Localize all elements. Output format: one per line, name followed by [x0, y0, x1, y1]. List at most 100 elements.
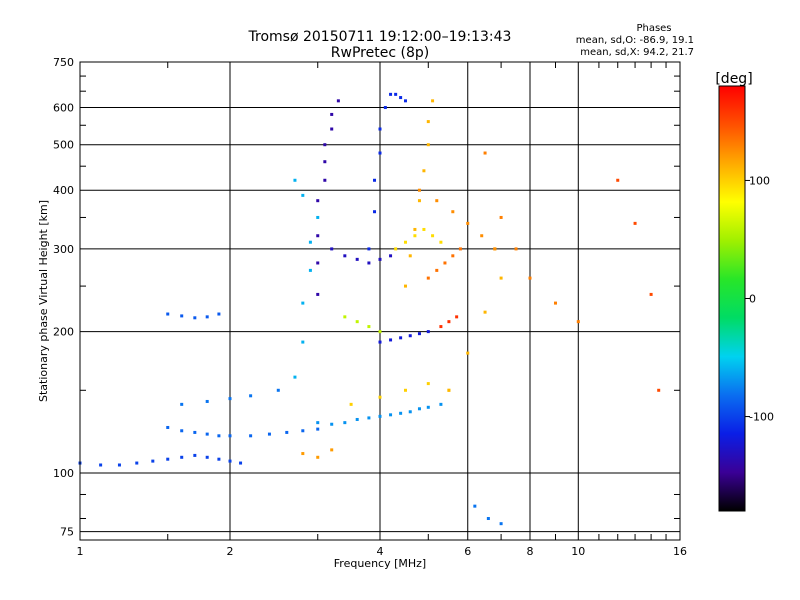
axis-ticks	[80, 62, 680, 540]
data-point	[439, 325, 443, 329]
data-point	[151, 459, 155, 463]
data-point	[576, 320, 580, 324]
data-point	[180, 455, 184, 459]
data-point	[316, 234, 320, 238]
data-point	[439, 240, 443, 244]
data-point	[389, 338, 393, 342]
data-point	[228, 397, 232, 401]
data-point	[323, 143, 327, 147]
data-point	[367, 325, 371, 329]
data-points	[78, 92, 661, 526]
data-point	[293, 178, 297, 182]
data-point	[367, 416, 371, 420]
data-point	[367, 247, 371, 251]
x-tick-label: 10	[571, 545, 585, 558]
data-point	[293, 375, 297, 379]
data-point	[426, 143, 430, 147]
data-point	[316, 261, 320, 265]
colorbar-tick-label: 100	[749, 174, 770, 187]
data-point	[217, 434, 221, 438]
data-point	[285, 430, 289, 434]
data-point	[426, 382, 430, 386]
data-point	[499, 215, 503, 219]
data-point	[417, 407, 421, 411]
data-point	[180, 402, 184, 406]
data-point	[349, 402, 353, 406]
data-point	[435, 268, 439, 272]
data-point	[355, 417, 359, 421]
data-point	[378, 257, 382, 261]
data-point	[330, 247, 334, 251]
data-point	[343, 421, 347, 425]
data-point	[343, 315, 347, 319]
data-point	[301, 340, 305, 344]
data-point	[378, 151, 382, 155]
data-point	[378, 340, 382, 344]
data-point	[514, 247, 518, 251]
data-point	[389, 92, 393, 96]
data-point	[447, 388, 451, 392]
data-point	[205, 399, 209, 403]
colorbar-label: [deg]	[715, 71, 752, 87]
data-point	[455, 315, 459, 319]
data-point	[616, 178, 620, 182]
data-point	[389, 413, 393, 417]
data-point	[439, 402, 443, 406]
data-point	[316, 455, 320, 459]
data-point	[228, 434, 232, 438]
data-point	[373, 210, 377, 214]
data-point	[383, 106, 387, 110]
data-point	[316, 292, 320, 296]
data-point	[417, 188, 421, 192]
data-point	[422, 169, 426, 173]
data-point	[330, 448, 334, 452]
data-point	[480, 234, 484, 238]
data-point	[389, 254, 393, 258]
data-point	[417, 199, 421, 203]
colorbar-tick-label: -100	[749, 411, 774, 424]
data-point	[657, 388, 661, 392]
data-point	[435, 199, 439, 203]
data-point	[228, 459, 232, 463]
data-point	[417, 332, 421, 336]
data-point	[378, 330, 382, 334]
y-tick-label: 300	[53, 243, 74, 256]
data-point	[193, 453, 197, 457]
data-point	[205, 455, 209, 459]
data-point	[316, 199, 320, 203]
stats-line-o: mean, sd,O: -86.9, 19.1	[576, 35, 694, 46]
data-point	[301, 301, 305, 305]
data-point	[180, 429, 184, 433]
data-point	[323, 160, 327, 164]
y-tick-label: 200	[53, 326, 74, 339]
data-point	[633, 221, 637, 225]
y-tick-label: 500	[53, 139, 74, 152]
data-point	[166, 312, 170, 316]
colorbar-tick-label: 0	[749, 293, 756, 306]
data-point	[394, 92, 398, 96]
data-point	[399, 411, 403, 415]
data-point	[399, 96, 403, 100]
data-point	[466, 221, 470, 225]
data-point	[403, 388, 407, 392]
data-point	[431, 99, 435, 103]
data-point	[447, 320, 451, 324]
data-point	[267, 432, 271, 436]
colorbar	[718, 85, 746, 512]
data-point	[249, 434, 253, 438]
data-point	[336, 99, 340, 103]
data-point	[378, 414, 382, 418]
data-point	[408, 254, 412, 258]
data-point	[367, 261, 371, 265]
data-point	[378, 395, 382, 399]
data-point	[180, 314, 184, 318]
stats-line-x: mean, sd,X: 94.2, 21.7	[580, 47, 694, 58]
data-point	[458, 247, 462, 251]
data-point	[451, 210, 455, 214]
data-point	[355, 320, 359, 324]
y-axis-label: Stationary phase Virtual Height [km]	[37, 200, 50, 402]
data-point	[426, 330, 430, 334]
data-point	[499, 276, 503, 280]
data-point	[486, 517, 490, 521]
